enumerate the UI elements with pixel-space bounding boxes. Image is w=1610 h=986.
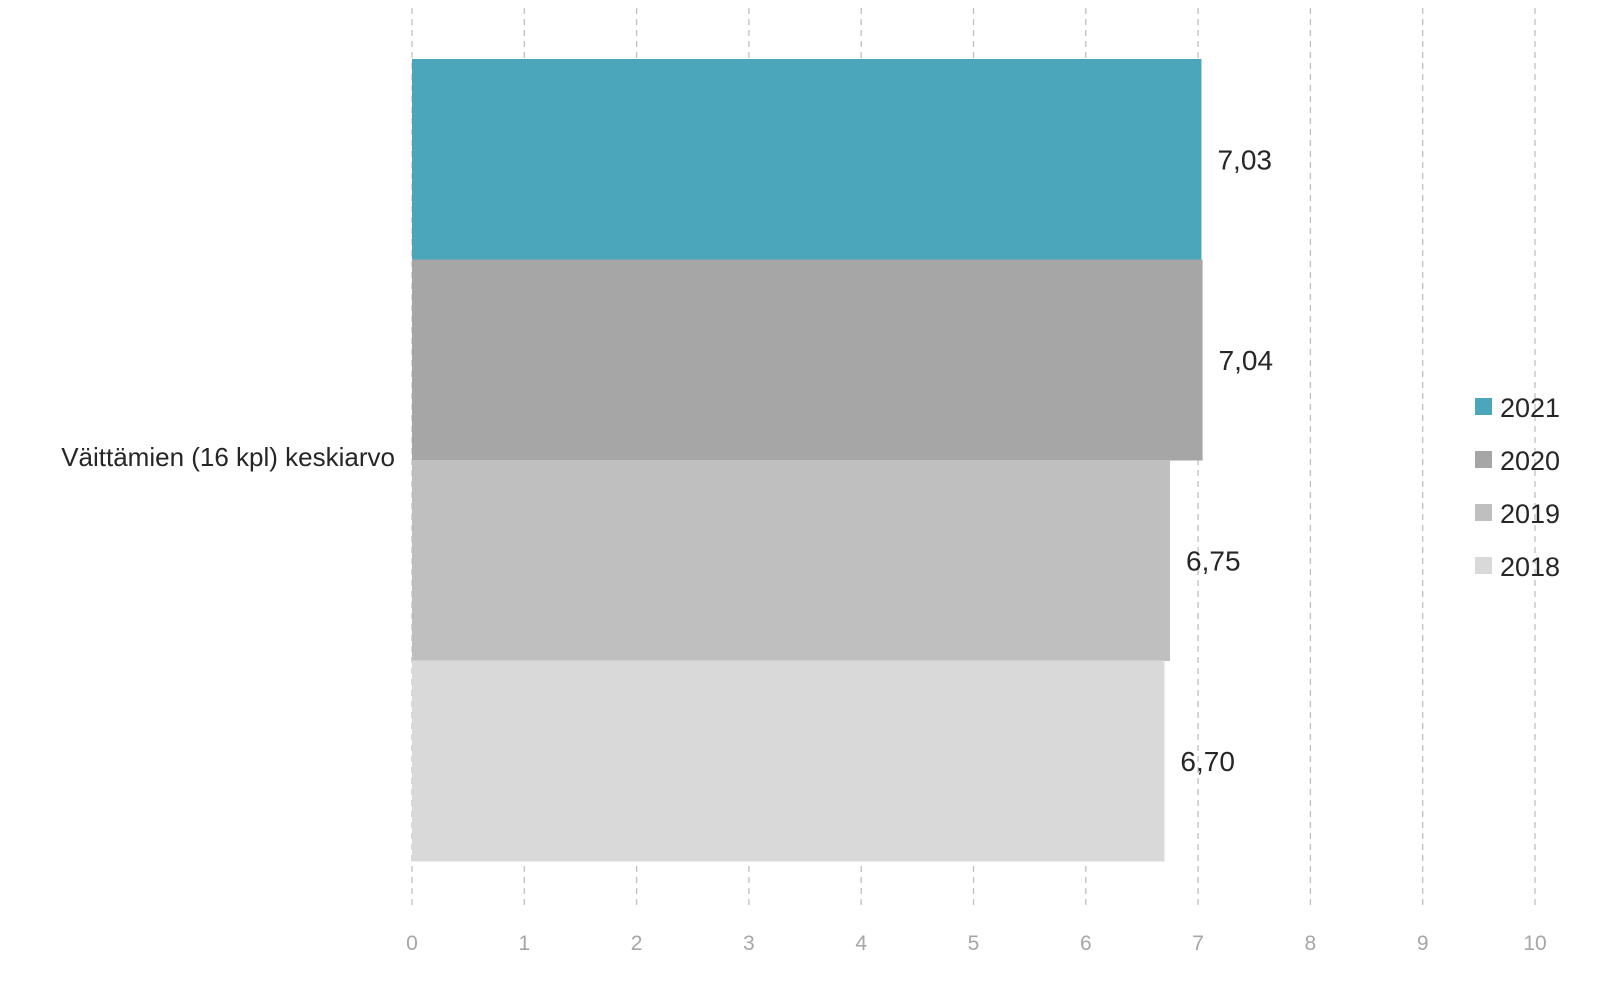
x-tick-label: 10	[1523, 932, 1546, 955]
x-tick-label: 1	[518, 932, 530, 955]
x-tick-label: 5	[968, 932, 980, 955]
x-tick-label: 8	[1305, 932, 1317, 955]
bars	[412, 59, 1203, 862]
legend-label-2020: 2020	[1500, 446, 1560, 476]
value-label-2019: 6,75	[1186, 545, 1241, 576]
legend-label-2019: 2019	[1500, 499, 1560, 529]
value-label-2020: 7,04	[1219, 345, 1274, 376]
bar-2019	[412, 460, 1171, 661]
legend-label-2021: 2021	[1500, 393, 1560, 423]
legend-swatch-2021	[1475, 398, 1492, 415]
legend-swatch-2019	[1475, 504, 1492, 521]
x-tick-label: 9	[1417, 932, 1429, 955]
x-tick-label: 0	[406, 932, 418, 955]
x-axis-ticks: 0 1 2 3 4 5 6 7 8 9 10	[406, 932, 1547, 955]
x-tick-label: 6	[1080, 932, 1092, 955]
value-labels: 7,03 7,04 6,75 6,70	[1180, 144, 1273, 777]
value-label-2021: 7,03	[1217, 144, 1272, 175]
legend-swatch-2018	[1475, 557, 1492, 574]
bar-2021	[412, 59, 1202, 260]
x-tick-label: 3	[743, 932, 755, 955]
legend-swatch-2020	[1475, 451, 1492, 468]
x-tick-label: 2	[631, 932, 643, 955]
x-tick-label: 4	[855, 932, 867, 955]
x-tick-label: 7	[1192, 932, 1204, 955]
value-label-2018: 6,70	[1180, 746, 1235, 777]
bar-2018	[412, 660, 1165, 862]
legend-label-2018: 2018	[1500, 552, 1560, 582]
legend: 2021 2020 2019 2018	[1475, 393, 1560, 582]
category-label: Väittämien (16 kpl) keskiarvo	[61, 442, 395, 472]
bar-2020	[412, 259, 1203, 461]
